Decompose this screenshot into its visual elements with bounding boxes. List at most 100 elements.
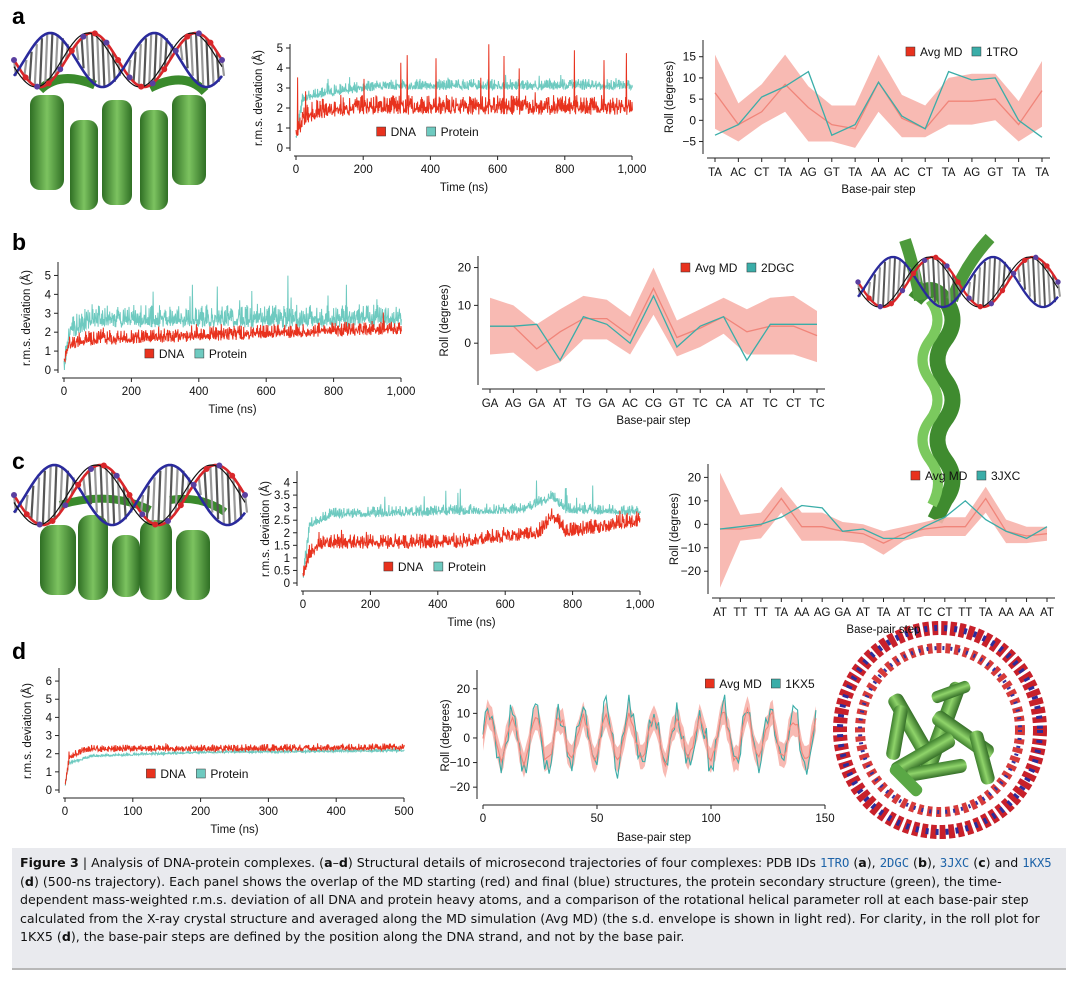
y-axis-label: r.m.s. deviation (Å) [259,481,272,577]
sd-envelope [490,267,817,372]
legend-label-protein: Protein [448,560,486,574]
x-tick-label: TA [979,607,993,619]
base-pair [151,477,156,524]
x-tick-label: GT [824,167,840,179]
legend-label-dna: DNA [159,347,184,361]
series-line-avg-md [490,286,818,350]
pdb-link-2dgc[interactable]: 2DGC [879,856,910,870]
pdb-link-1tro[interactable]: 1TRO [819,856,850,870]
protein-domains [40,494,228,600]
phosphate [1021,257,1028,264]
x-tick-label: 200 [361,599,380,611]
x-tick-label: TC [763,398,778,410]
caption-title: Analysis of DNA-protein complexes. ( [91,855,325,870]
base-pair [967,281,971,297]
x-tick-label: AT [897,607,911,619]
x-axis-label: Time (ns) [210,824,258,836]
caption-text: ) (500-ns trajectory). Each panel shows … [20,873,1040,945]
x-tick-label: CT [918,167,933,179]
caption-text: ( [849,855,859,870]
base-pair [163,38,168,69]
legend-swatch-dna [146,768,156,779]
x-tick-label: TT [958,607,972,619]
base-pair [64,470,70,505]
legend-swatch-protein [194,348,205,359]
x-tick-label: 0 [300,599,306,611]
x-tick-label: 500 [394,806,413,818]
legend-swatch-dna [376,126,386,137]
x-tick-label: AT [856,607,870,619]
figure-label: Figure 3 [20,855,79,870]
legend-label-protein: Protein [210,767,248,781]
base-pair [75,43,80,61]
base-pair [33,44,38,86]
caption-panel-ref: b [917,855,927,870]
x-tick-label: AG [505,398,522,410]
base-pair [197,477,202,496]
y-tick-label: 2.5 [274,515,290,527]
pdb-link-3jxc[interactable]: 3JXC [939,856,970,870]
phosphate [1010,270,1017,277]
phosphate [11,57,17,63]
base-pair [982,261,986,308]
base-pair [892,256,896,303]
x-tick-label: GT [987,167,1003,179]
panel-letter-b: b [12,229,26,255]
base-pair [1052,274,1056,303]
base-pair [111,470,116,526]
x-tick-label: GA [834,607,851,619]
base-pair [189,34,194,76]
phosphate [203,466,210,473]
phosphate [36,521,43,528]
y-axis-label: Roll (degrees) [439,284,451,356]
phosphate [977,303,983,310]
x-tick-label: AT [553,398,567,410]
phosphate [45,80,52,87]
legend-swatch-avg-md [910,470,921,481]
phosphate [190,481,197,488]
legend-swatch-dna [383,561,394,572]
phosphate [177,502,184,509]
x-tick-label: AC [622,398,638,410]
y-tick-label: 3 [46,731,52,743]
phosphate [877,303,883,310]
phosphate [944,263,950,269]
x-tick-label: TA [1012,167,1026,179]
series-line-xray [714,70,1043,138]
pdb-link-1kx5[interactable]: 1KX5 [1022,856,1052,870]
figure-canvas: a b c d [11,3,1061,844]
base-pair [238,485,243,520]
x-tick-label: GA [598,398,615,410]
base-pair [203,470,208,505]
y-tick-label: 0 [694,517,701,531]
phosphate [216,462,223,469]
x-tick-label: CT [754,167,769,179]
y-tick-label: 2 [277,103,283,115]
base-pair [105,466,110,524]
y-tick-label: 0 [45,365,51,377]
x-tick-label: AC [730,167,746,179]
y-tick-label: 3.5 [274,490,290,502]
x-tick-label: TA [778,167,792,179]
y-tick-label: 1 [45,346,51,358]
base-pair [937,258,941,306]
y-tick-label: 20 [458,261,472,275]
series-line-avg-md [482,706,817,768]
y-axis-label: r.m.s. deviation (Å) [252,50,265,146]
base-pair [987,258,991,306]
phosphate [1055,279,1061,285]
base-pair [153,32,158,82]
base-pair [80,38,85,69]
phosphate [34,83,41,90]
x-tick-label: GA [482,398,499,410]
x-tick-label: 200 [122,386,141,398]
base-pair [1042,261,1046,308]
legend-label-xray: 1KX5 [785,677,815,691]
x-tick-label: GA [528,398,545,410]
phosphate [229,472,236,479]
base-pair [101,38,106,88]
phosphate [1044,263,1050,269]
x-tick-label: 150 [815,813,834,825]
x-tick-label: TT [754,607,768,619]
